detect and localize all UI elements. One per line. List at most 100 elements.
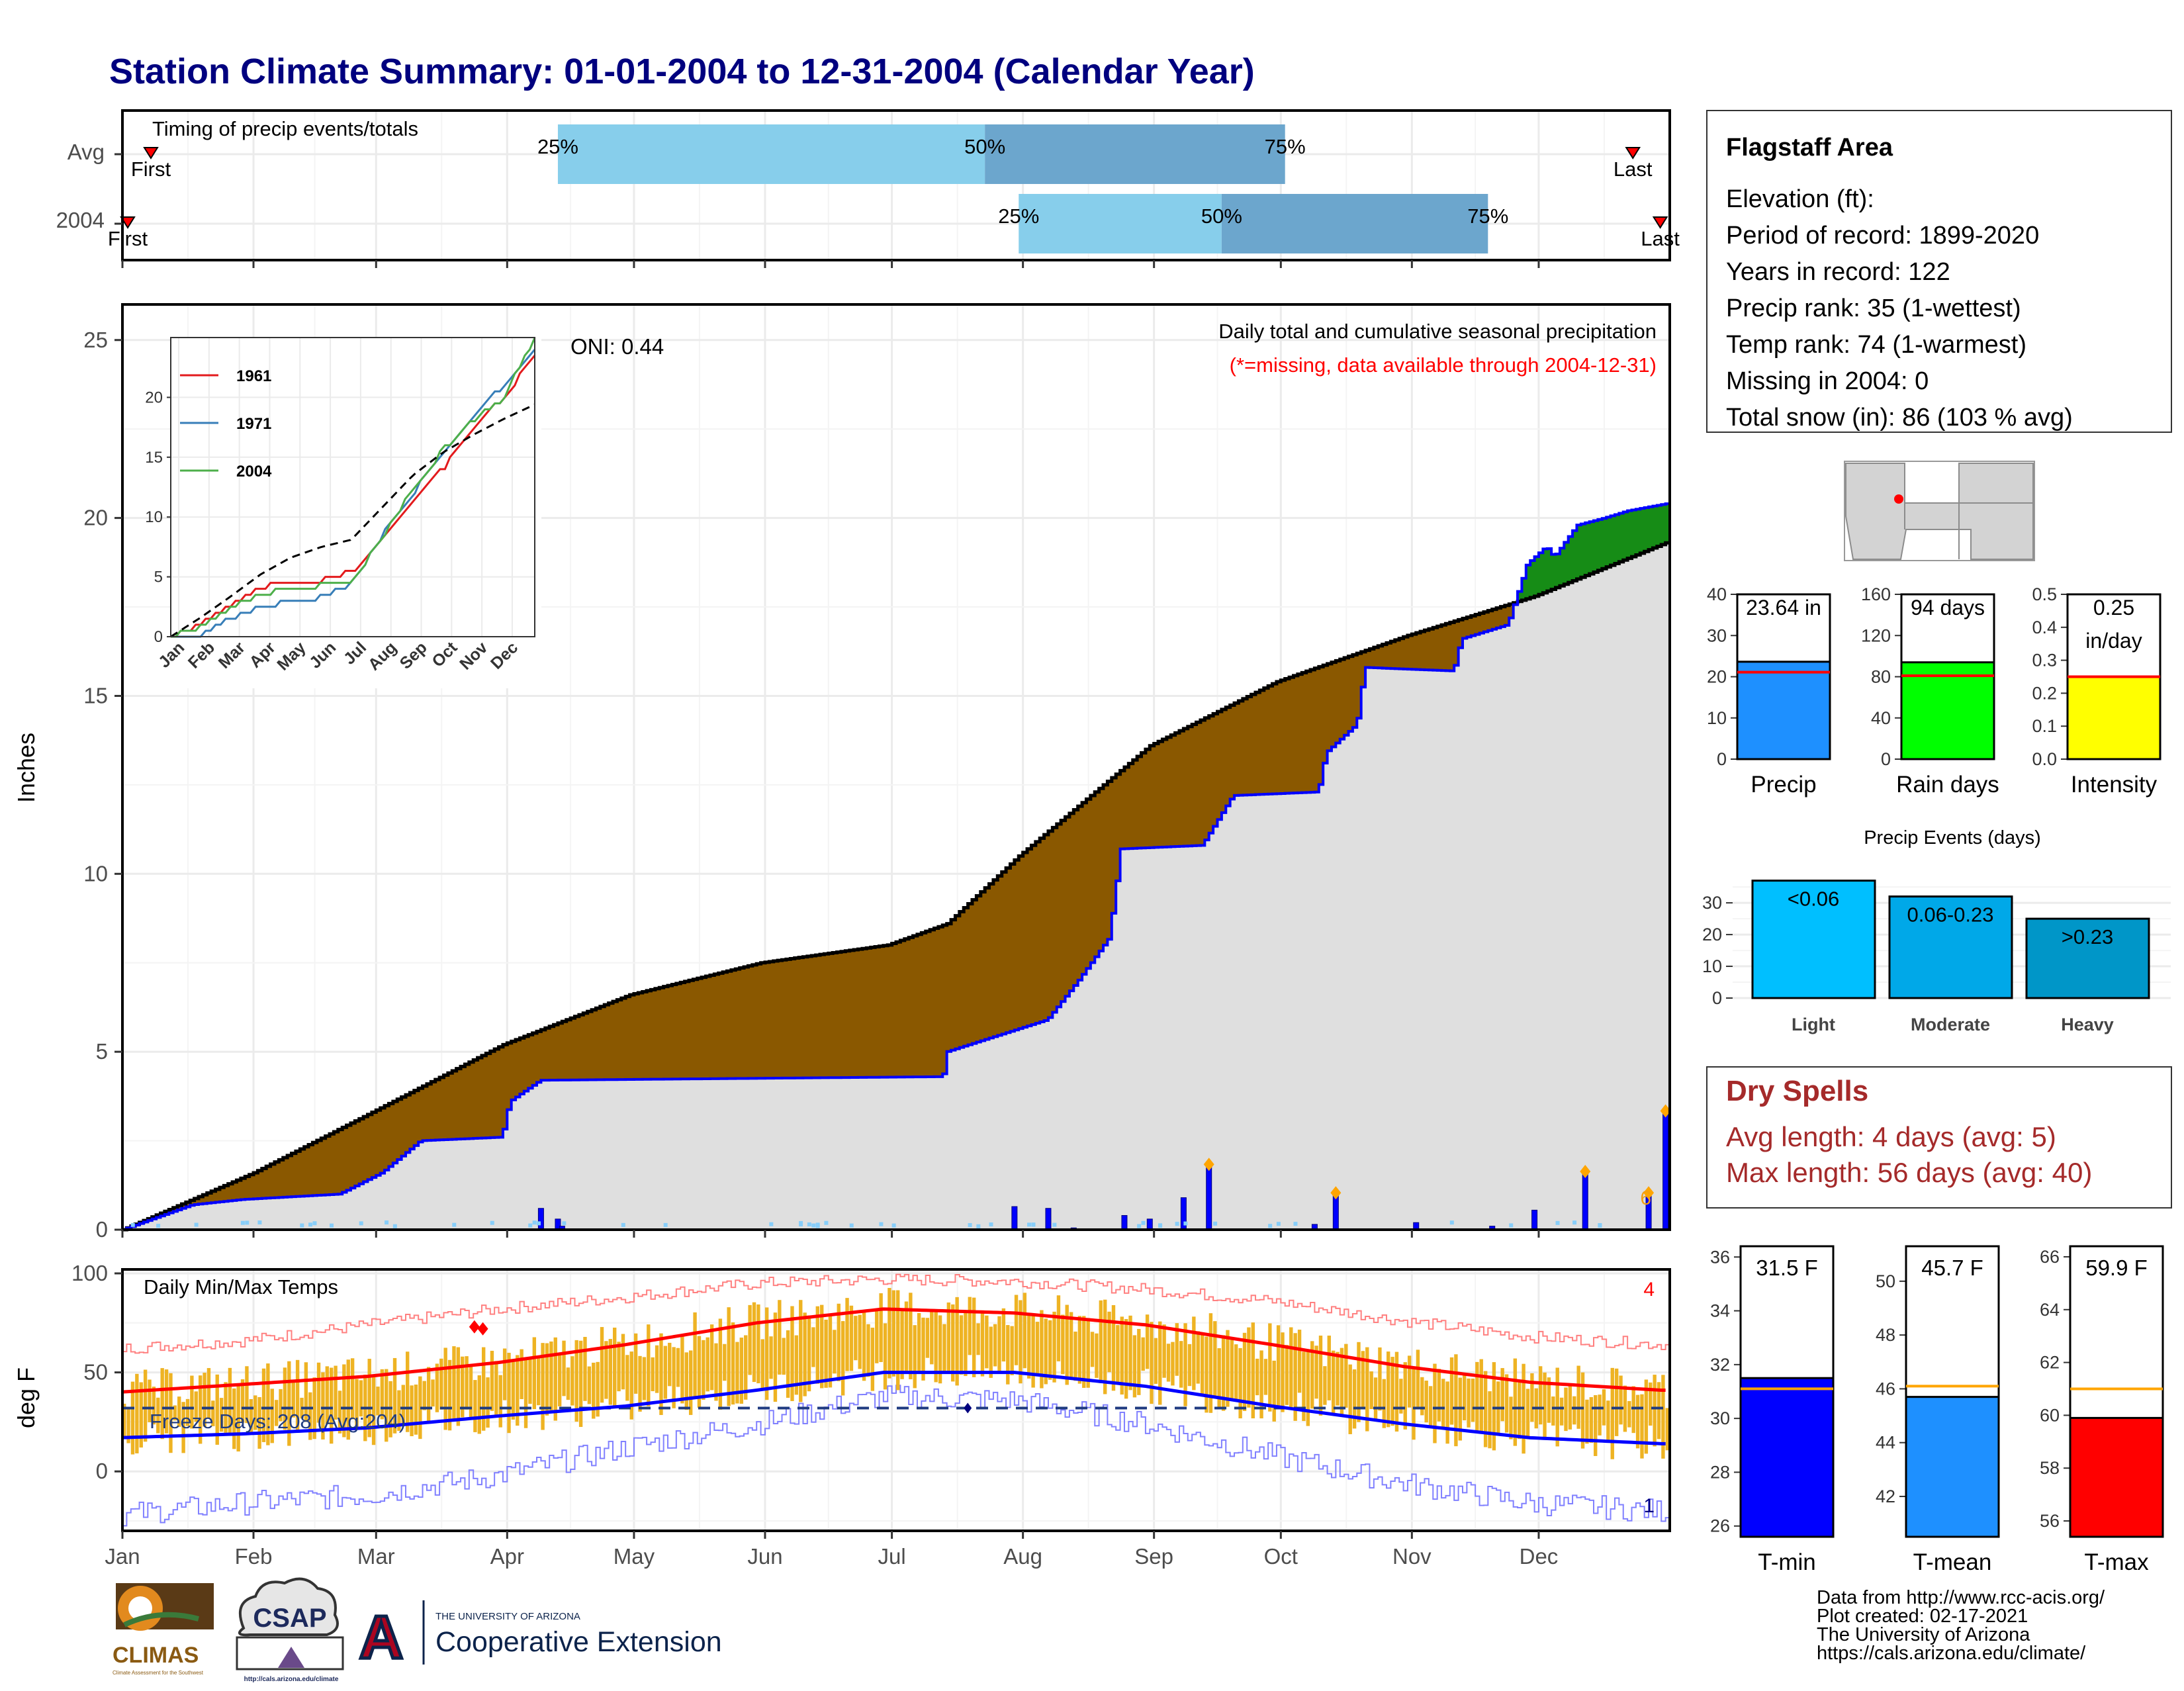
daily-temp-bar: [545, 1343, 549, 1416]
daily-temp-bar: [490, 1350, 494, 1411]
timing-p75-label: 75%: [1265, 135, 1306, 158]
summary-bar-value-label: 0.25: [2093, 596, 2134, 619]
daily-temp-bar: [1640, 1394, 1644, 1459]
daily-temp-bar: [566, 1367, 570, 1400]
daily-temp-bar: [152, 1387, 156, 1425]
daily-temp-bar: [367, 1359, 371, 1438]
daily-temp-bar: [1056, 1295, 1061, 1361]
avg-max-temp-line: [122, 1307, 1666, 1394]
daily-temp-bar: [1610, 1367, 1614, 1459]
light-precip-dot: [130, 1222, 135, 1227]
precip-event-bar-label: >0.23: [2062, 925, 2113, 948]
logos: CLIMAS Climate Assessment for the Southw…: [113, 1577, 722, 1683]
daily-temp-bar: [583, 1336, 587, 1401]
daily-temp-bar: [1428, 1386, 1433, 1426]
daily-temp-bar: [592, 1362, 596, 1419]
daily-temp-bar: [1175, 1323, 1179, 1376]
daily-temp-bar: [321, 1372, 325, 1440]
light-precip-dot: [807, 1222, 811, 1226]
daily-temp-bar: [359, 1380, 363, 1417]
daily-temp-bar: [1653, 1375, 1657, 1447]
daily-temp-bar: [1158, 1321, 1162, 1405]
summary-bar-y-tick-label: 30: [1707, 625, 1727, 645]
timing-bar-q3: [1221, 194, 1488, 253]
inset-legend-label: 1971: [236, 415, 271, 433]
summary-bar-y-tick-label: 0.5: [2032, 584, 2057, 604]
timing-p50-label: 50%: [1201, 205, 1242, 228]
daily-temp-bar: [1399, 1379, 1403, 1414]
daily-temp-bar: [1314, 1346, 1318, 1399]
daily-temp-bar: [1623, 1385, 1627, 1432]
daily-temp-bar: [1373, 1377, 1378, 1422]
daily-temp-bar: [177, 1396, 181, 1427]
daily-temp-bar: [1387, 1351, 1390, 1428]
daily-temp-bar: [1259, 1350, 1263, 1419]
daily-temp-bar: [1310, 1341, 1314, 1409]
daily-temp-bar: [257, 1396, 261, 1449]
daily-temp-bar: [968, 1297, 972, 1355]
daily-temp-bar: [964, 1311, 968, 1377]
daily-temp-bar: [617, 1342, 621, 1392]
precip-chart-subtitle: (*=missing, data available through 2004-…: [1230, 353, 1657, 377]
daily-temp-bar: [714, 1343, 718, 1401]
info-line: Years in record: 122: [1726, 258, 1950, 286]
daily-temp-bar: [240, 1379, 245, 1423]
daily-temp-bar: [232, 1388, 236, 1449]
light-precip-dot: [976, 1224, 981, 1228]
daily-temp-bar: [1318, 1336, 1323, 1416]
daily-temp-bar: [1585, 1399, 1589, 1444]
daily-temp-bar: [1255, 1358, 1259, 1396]
daily-temp-bar: [316, 1362, 321, 1423]
light-precip-dot: [1183, 1221, 1188, 1226]
timing-p75-label: 75%: [1467, 205, 1508, 228]
daily-temp-bar: [486, 1377, 490, 1428]
daily-temp-bar: [680, 1336, 684, 1404]
summary-bar: [1736, 661, 1831, 760]
daily-temp-bar: [917, 1312, 921, 1373]
precip-event-bar-label: <0.06: [1788, 888, 1839, 911]
daily-temp-bar: [1044, 1318, 1048, 1385]
heavy-precip-marker: [1643, 1186, 1655, 1200]
daily-temp-bar: [735, 1342, 739, 1404]
info-box-frame: [1706, 110, 2172, 433]
daily-temp-bar: [1467, 1378, 1471, 1428]
daily-temp-bar: [380, 1369, 385, 1420]
daily-temp-bar: [1420, 1377, 1424, 1416]
daily-temp-bar: [786, 1330, 790, 1398]
daily-temp-bar: [727, 1307, 731, 1406]
events-y-tick-label: 10: [1702, 956, 1722, 976]
daily-temp-bar: [854, 1316, 858, 1361]
temp-bar-y-tick-label: 50: [1876, 1271, 1895, 1291]
month-label: Apr: [490, 1544, 524, 1569]
daily-temp-bar: [160, 1368, 164, 1440]
daily-temp-bar: [1099, 1300, 1103, 1383]
daily-temp-bar: [397, 1390, 401, 1431]
temp-bar: [1905, 1396, 2000, 1538]
heavy-precip-marker: [1330, 1186, 1342, 1200]
daily-temp-bar: [1226, 1330, 1230, 1407]
month-label: Jun: [747, 1544, 782, 1569]
daily-temp-bar: [498, 1375, 502, 1428]
inset-y-tick-label: 10: [145, 508, 163, 526]
daily-precip-bar: [1206, 1165, 1212, 1230]
light-precip-dot: [194, 1222, 199, 1227]
daily-temp-bar: [334, 1365, 338, 1420]
temp-bar-y-tick-label: 42: [1876, 1486, 1895, 1506]
daily-temp-bar: [169, 1373, 173, 1453]
temp-low-count: 1: [1643, 1495, 1655, 1517]
daily-temp-bar: [870, 1328, 875, 1391]
daily-temp-bar: [655, 1345, 659, 1393]
light-precip-dot: [849, 1223, 854, 1228]
daily-temp-bar: [274, 1400, 279, 1426]
daily-temp-bar: [820, 1304, 824, 1389]
temp-bar-y-tick-label: 56: [2040, 1511, 2060, 1531]
daily-temp-bar: [909, 1293, 913, 1379]
daily-temp-bar: [541, 1343, 545, 1430]
daily-temp-bar: [520, 1349, 523, 1399]
daily-temp-bar: [1412, 1366, 1416, 1440]
daily-precip-bar: [1332, 1193, 1339, 1230]
daily-temp-bar: [578, 1340, 583, 1428]
daily-temp-bar: [1344, 1344, 1348, 1408]
heavy-precip-marker: [1580, 1164, 1591, 1178]
daily-temp-bar: [1090, 1332, 1095, 1367]
